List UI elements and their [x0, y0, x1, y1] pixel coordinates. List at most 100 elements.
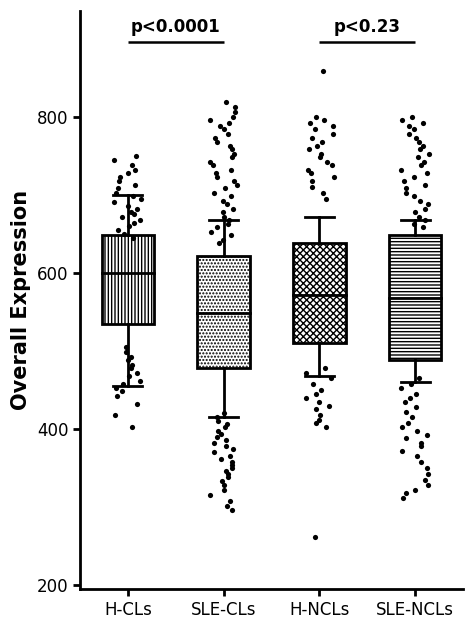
Point: [410, 124, 418, 134]
Point: [212, 168, 220, 178]
Point: [415, 212, 422, 222]
Text: p<0.0001: p<0.0001: [131, 18, 221, 36]
Point: [319, 66, 327, 76]
Point: [228, 152, 235, 162]
Point: [224, 219, 232, 229]
Point: [128, 352, 135, 362]
Point: [219, 235, 227, 245]
Point: [410, 219, 417, 229]
Point: [417, 438, 425, 448]
Point: [210, 188, 218, 198]
Point: [136, 375, 144, 386]
Point: [305, 144, 313, 154]
Point: [323, 157, 331, 167]
Point: [312, 418, 320, 428]
Point: [220, 485, 228, 495]
Point: [307, 168, 314, 178]
Point: [230, 176, 237, 186]
Point: [211, 134, 219, 144]
Point: [215, 238, 222, 248]
Point: [423, 430, 431, 440]
Point: [325, 401, 333, 411]
Point: [220, 480, 228, 490]
Point: [312, 112, 319, 122]
Point: [131, 164, 139, 175]
Point: [308, 182, 316, 192]
Point: [406, 129, 413, 139]
Point: [114, 225, 121, 235]
Point: [213, 412, 221, 422]
Point: [229, 112, 237, 122]
Point: [414, 450, 421, 461]
Point: [312, 404, 319, 415]
Point: [219, 207, 226, 217]
Point: [408, 412, 416, 422]
Point: [420, 157, 428, 167]
Point: [210, 438, 218, 448]
Point: [421, 203, 428, 214]
Point: [416, 196, 424, 206]
Point: [207, 115, 214, 125]
Point: [323, 422, 330, 432]
Point: [222, 98, 230, 108]
Point: [128, 160, 136, 170]
Point: [133, 368, 140, 378]
Text: p<0.23: p<0.23: [334, 18, 401, 36]
Point: [111, 410, 118, 420]
Point: [327, 373, 335, 383]
Point: [412, 389, 420, 399]
Point: [125, 200, 132, 210]
Point: [116, 176, 123, 186]
Point: [316, 152, 324, 162]
Point: [128, 360, 136, 370]
Point: [222, 435, 230, 445]
Point: [224, 419, 231, 429]
Point: [402, 433, 410, 444]
Point: [424, 480, 432, 490]
Bar: [389, 235, 441, 360]
Point: [421, 474, 428, 484]
Point: [125, 371, 132, 381]
Point: [423, 463, 430, 473]
Point: [226, 141, 234, 151]
Point: [302, 392, 310, 403]
Point: [228, 463, 236, 473]
Point: [110, 154, 118, 164]
Point: [223, 441, 230, 451]
Point: [228, 457, 236, 467]
Point: [228, 230, 235, 240]
Point: [310, 379, 317, 389]
Point: [122, 342, 130, 352]
Point: [320, 115, 328, 125]
Y-axis label: Overall Expression: Overall Expression: [11, 190, 31, 410]
Point: [220, 124, 228, 134]
Point: [124, 168, 132, 178]
Point: [222, 183, 229, 193]
Point: [230, 149, 237, 159]
Point: [218, 476, 225, 486]
Point: [407, 379, 415, 389]
Point: [312, 389, 319, 399]
Point: [403, 183, 410, 193]
Point: [220, 212, 228, 222]
Point: [412, 134, 419, 144]
Point: [134, 399, 141, 409]
Point: [225, 215, 233, 225]
Point: [322, 193, 330, 203]
Point: [302, 368, 310, 378]
Point: [410, 173, 418, 183]
Point: [129, 232, 137, 243]
Point: [311, 532, 319, 542]
Point: [208, 227, 215, 237]
Point: [316, 410, 324, 420]
Point: [402, 488, 410, 498]
Point: [319, 188, 327, 198]
Point: [410, 191, 418, 201]
Point: [318, 137, 326, 147]
Point: [401, 397, 409, 407]
Point: [330, 173, 337, 183]
Point: [317, 385, 325, 395]
Point: [397, 383, 405, 393]
Point: [226, 496, 233, 506]
Point: [221, 422, 229, 432]
